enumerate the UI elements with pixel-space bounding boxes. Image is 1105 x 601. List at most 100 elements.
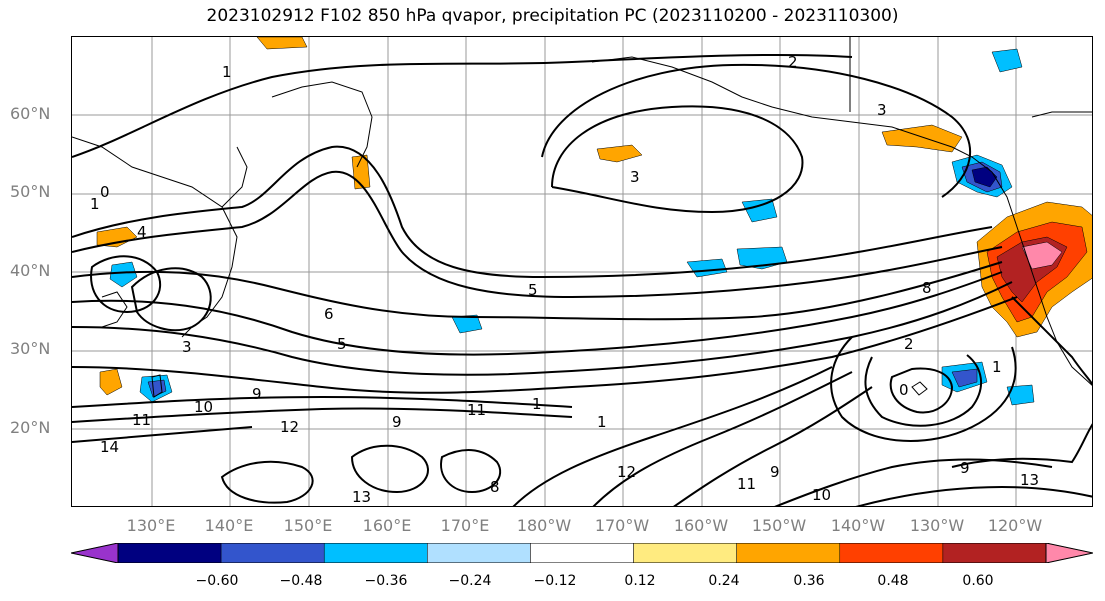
contour-11 <box>72 407 573 423</box>
border-canada-us <box>1031 111 1092 118</box>
lon-label-150w: 150°W <box>751 516 807 535</box>
lon-label-140w: 140°W <box>830 516 886 535</box>
coastline-sakhalin <box>221 146 248 208</box>
colorbar-tick-neg048: −0.48 <box>279 573 323 589</box>
contour-11-south <box>855 485 1092 506</box>
precip-pos-aleutian <box>596 144 643 163</box>
contour-4 <box>72 145 993 279</box>
colorbar-tick-024: 0.24 <box>708 573 740 589</box>
contour-8 <box>72 281 1013 376</box>
precip-neg-midpac2 <box>686 258 728 278</box>
precip-pos-westcoast-core <box>1021 241 1063 270</box>
contour-label-11c: 11 <box>737 475 756 493</box>
precip-neg-midpac3 <box>451 314 483 334</box>
contour-label-2: 2 <box>788 53 798 71</box>
precip-pos-china-coast <box>99 368 123 396</box>
contour-label-8: 8 <box>490 478 500 496</box>
contour-label-10: 10 <box>194 398 213 416</box>
colorbar-segment-3 <box>427 543 531 563</box>
contour-label-13b: 13 <box>1020 471 1039 489</box>
contour-8-east <box>1011 296 1092 386</box>
coastline-asia <box>72 136 238 338</box>
map-panel: 1 2 3 0 1 4 3 6 5 5 9 10 11 12 14 9 11 1… <box>71 36 1093 507</box>
graticule <box>72 37 1092 506</box>
colorbar-tick-012: 0.12 <box>624 573 656 589</box>
contour-label-group: 1 2 3 0 1 4 3 6 5 5 9 10 11 12 14 9 11 1… <box>90 53 1039 506</box>
contour-7 <box>72 271 1003 356</box>
precip-neg-baja <box>1006 384 1035 406</box>
precip-pos-gulf <box>881 124 963 153</box>
coastline-northamerica-west <box>991 171 1092 386</box>
contour-label-11: 11 <box>132 411 151 429</box>
lon-label-160e: 160°E <box>362 516 412 535</box>
contour-label-9d: 9 <box>960 459 970 477</box>
precip-pos-japan <box>96 226 138 248</box>
qvapor-contours <box>72 53 1092 506</box>
contour-south-blob2 <box>350 444 429 494</box>
contour-label-9: 9 <box>252 385 262 403</box>
contour-3-north <box>551 105 804 214</box>
contour-japan-ring-inner <box>90 255 162 314</box>
lat-label-50n: 50°N <box>10 182 51 201</box>
contour-label-3c: 3 <box>877 101 887 119</box>
colorbar-tick-060: 0.60 <box>962 573 994 589</box>
contour-label-5b: 5 <box>528 281 538 299</box>
contour-label-5a: 5 <box>337 335 347 353</box>
lat-label-40n: 40°N <box>10 261 51 280</box>
contour-label-11b: 11 <box>467 401 486 419</box>
precip-neg-midpac4 <box>741 198 778 223</box>
lon-label-180w: 180°W <box>516 516 572 535</box>
contour-label-1e: 1 <box>992 358 1002 376</box>
contour-label-3: 3 <box>630 168 640 186</box>
contour-south-blob3 <box>440 449 502 494</box>
colorbar-tick-048: 0.48 <box>877 573 909 589</box>
colorbar-segment-8 <box>942 543 1047 563</box>
colorbar-tick-neg060: −0.60 <box>195 573 239 589</box>
contour-label-10b: 10 <box>812 486 831 504</box>
precip-neg-bc-core <box>971 166 998 188</box>
lon-label-160w: 160°W <box>673 516 729 535</box>
colorbar-extend-left <box>71 543 119 563</box>
map-title: 2023102912 F102 850 hPa qvapor, precipit… <box>206 6 899 26</box>
lon-label-120w: 120°W <box>987 516 1043 535</box>
colorbar-segment-7 <box>839 543 944 563</box>
colorbar-segment-5 <box>633 543 737 563</box>
precip-pos-siberia <box>256 37 308 50</box>
contour-6 <box>72 261 1003 321</box>
precip-neg-korea <box>109 261 138 288</box>
lon-label-130e: 130°E <box>126 516 176 535</box>
contour-label-0: 0 <box>100 183 110 201</box>
colorbar-segment-4 <box>530 543 634 563</box>
colorbar-extend-right <box>1045 543 1093 563</box>
contour-label-2b: 2 <box>904 335 914 353</box>
contour-12b-south <box>673 386 873 506</box>
colorbar-segment-1 <box>220 543 325 563</box>
contour-2-north <box>541 63 971 198</box>
coastline-alaska <box>591 56 993 173</box>
lon-label-170e: 170°E <box>440 516 490 535</box>
contour-5 <box>72 170 1003 299</box>
lat-label-30n: 30°N <box>10 339 51 358</box>
contour-label-12b: 12 <box>617 463 636 481</box>
coastlines <box>72 37 1092 398</box>
contour-label-1d: 1 <box>597 413 607 431</box>
contour-label-4: 4 <box>137 223 147 241</box>
lat-label-60n: 60°N <box>10 104 51 123</box>
contour-label-6: 6 <box>324 305 334 323</box>
colorbar-tick-neg024: −0.24 <box>448 573 492 589</box>
contour-hawaii-ring-2 <box>864 354 983 427</box>
lon-label-170w: 170°W <box>594 516 650 535</box>
precipitation-shading <box>96 37 1092 406</box>
contour-label-1b: 1 <box>90 195 100 213</box>
colorbar-segment-2 <box>323 543 428 563</box>
contour-9 <box>72 296 1018 394</box>
colorbar-outline <box>117 543 1047 563</box>
contour-label-9c: 9 <box>770 463 780 481</box>
map-canvas: 1 2 3 0 1 4 3 6 5 5 9 10 11 12 14 9 11 1… <box>72 37 1092 506</box>
colorbar-segment-0 <box>117 543 222 563</box>
precip-neg-alaska-interior <box>991 48 1023 73</box>
contour-14 <box>72 426 253 443</box>
contour-9-south <box>951 423 1092 468</box>
coastline-kamchatka <box>271 81 373 168</box>
contour-label-1: 1 <box>222 63 232 81</box>
